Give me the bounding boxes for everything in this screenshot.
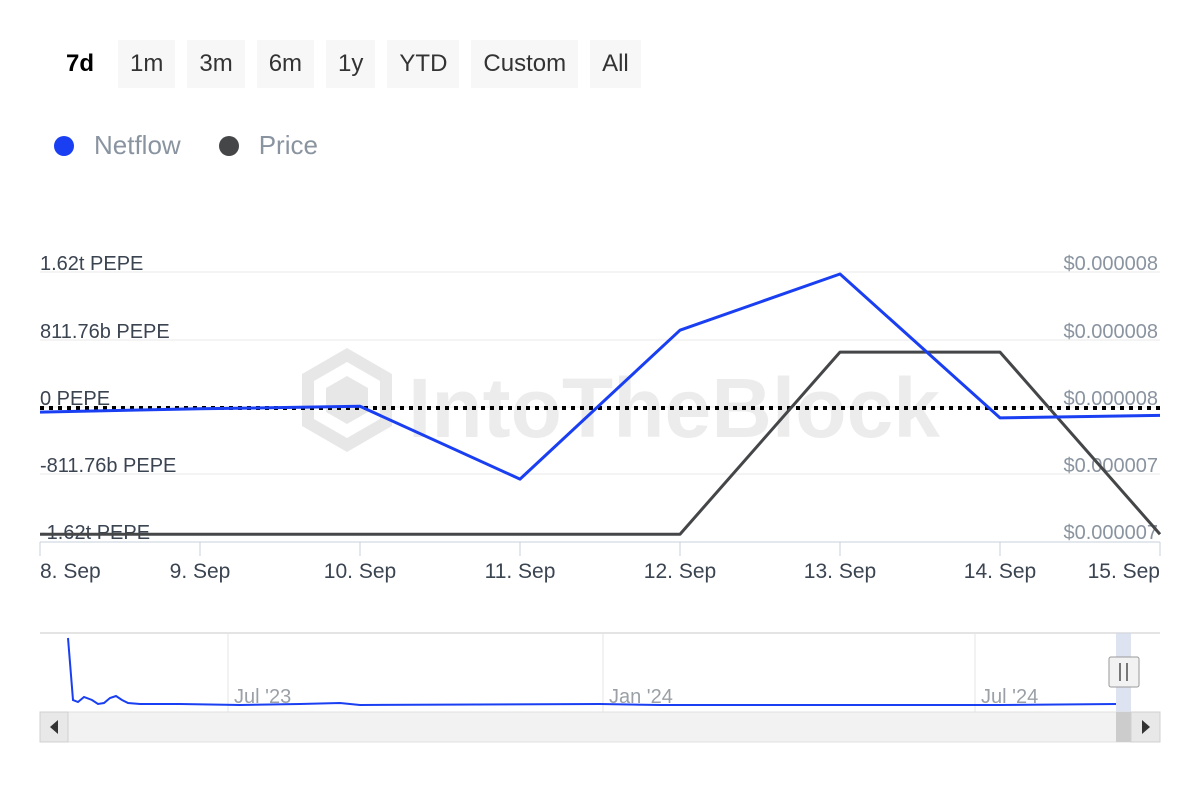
y-right-tick-label: $0.000008 bbox=[1063, 253, 1158, 275]
scrollbar-track[interactable] bbox=[40, 712, 1160, 742]
x-tick-label: 10. Sep bbox=[324, 560, 396, 583]
navigator-handle-icon[interactable] bbox=[1109, 657, 1139, 687]
plot-series bbox=[40, 274, 1160, 534]
watermark: IntoTheBlock bbox=[302, 348, 940, 455]
x-tick-label: 11. Sep bbox=[485, 560, 556, 583]
x-tick-label: 13. Sep bbox=[804, 560, 876, 583]
y-axis-right: $0.000008$0.000008$0.000008$0.000007$0.0… bbox=[1063, 253, 1158, 544]
y-left-tick-label: -811.76b PEPE bbox=[40, 455, 176, 477]
y-left-tick-label: 811.76b PEPE bbox=[40, 321, 170, 343]
navigator-netflow-line bbox=[68, 638, 1116, 705]
x-tick-label: 15. Sep bbox=[1088, 560, 1160, 583]
x-tick-label: 9. Sep bbox=[170, 560, 231, 583]
y-right-tick-label: $0.000007 bbox=[1063, 522, 1158, 544]
y-left-tick-label: 1.62t PEPE bbox=[40, 253, 143, 275]
watermark-logo-icon bbox=[302, 348, 392, 452]
y-right-tick-label: $0.000007 bbox=[1063, 455, 1158, 477]
x-axis: 8. Sep 9. Sep 10. Sep 11. Sep 12. Sep 13. Sep… bbox=[40, 542, 1160, 583]
x-tick-label: 14. Sep bbox=[964, 560, 1036, 583]
y-right-tick-label: $0.000008 bbox=[1063, 321, 1158, 343]
scrollbar-thumb[interactable] bbox=[1116, 712, 1131, 742]
x-tick-label: 12. Sep bbox=[644, 560, 716, 583]
navigator: Jul '23 Jan '24 Jul '24 bbox=[40, 633, 1160, 742]
x-tick-label: 8. Sep bbox=[40, 560, 101, 583]
